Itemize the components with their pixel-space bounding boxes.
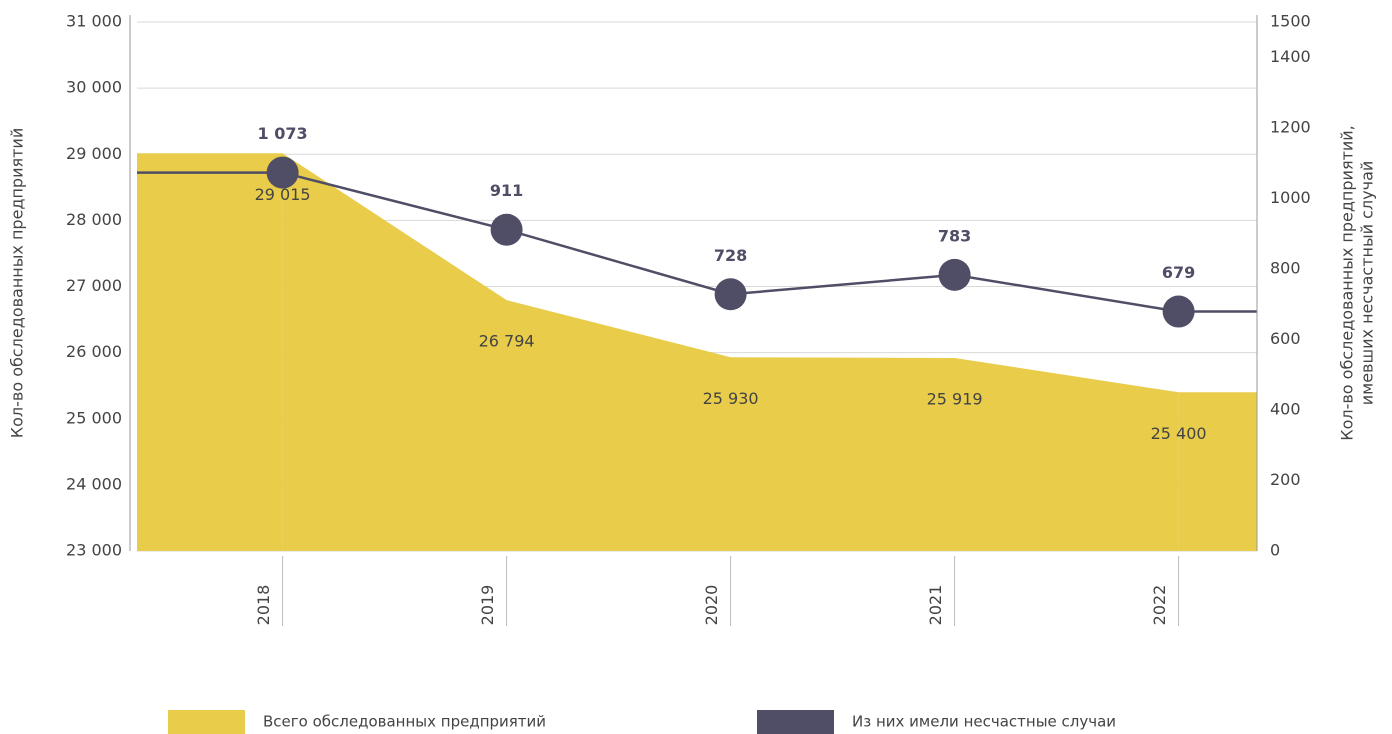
data-label: 25 400	[1151, 424, 1207, 443]
x-tick-label: 2018	[254, 585, 273, 626]
y-tick-label: 24 000	[66, 474, 122, 493]
y2-axis-title: имевших несчастный случай	[1358, 161, 1377, 406]
data-label: 26 794	[479, 332, 535, 351]
data-label: 25 919	[927, 389, 983, 408]
y2-tick-label: 1000	[1270, 188, 1311, 207]
x-tick-label: 2019	[478, 585, 497, 626]
y-tick-label: 25 000	[66, 408, 122, 427]
point	[266, 156, 299, 189]
data-label: 1 073	[258, 124, 308, 143]
x-tick-label: 2021	[926, 585, 945, 626]
legend-label: Из них имели несчастные случаи	[852, 713, 1116, 731]
point	[938, 258, 971, 291]
legend-swatch	[757, 710, 834, 734]
y-tick-label: 29 000	[66, 144, 122, 163]
y-tick-label: 28 000	[66, 210, 122, 229]
point	[714, 278, 747, 311]
y2-tick-label: 400	[1270, 399, 1301, 418]
y2-tick-label: 1500	[1270, 12, 1311, 31]
y-tick-label: 31 000	[66, 12, 122, 31]
data-label: 783	[938, 226, 971, 245]
area	[282, 153, 1179, 551]
data-label: 728	[714, 246, 747, 265]
y-tick-label: 26 000	[66, 342, 122, 361]
data-label: 25 930	[703, 389, 759, 408]
y-tick-label: 30 000	[66, 78, 122, 97]
point	[490, 213, 523, 246]
y2-axis-title: Кол-во обследованных предприятий,	[1338, 125, 1357, 441]
legend-swatch	[168, 710, 245, 734]
area-pad	[137, 153, 283, 551]
y-tick-label: 27 000	[66, 276, 122, 295]
data-label: 679	[1162, 263, 1195, 282]
point	[1162, 295, 1195, 328]
y2-tick-label: 200	[1270, 470, 1301, 489]
y2-tick-label: 1400	[1270, 47, 1311, 66]
area-pad	[1178, 392, 1257, 551]
y2-tick-label: 800	[1270, 258, 1301, 277]
data-label: 911	[490, 181, 523, 200]
y2-tick-label: 1200	[1270, 117, 1311, 136]
legend-label: Всего обследованных предприятий	[263, 713, 546, 731]
x-tick-label: 2022	[1150, 585, 1169, 626]
data-label: 29 015	[255, 185, 311, 204]
x-tick-label: 2020	[702, 585, 721, 626]
y-tick-label: 23 000	[66, 541, 122, 560]
y-axis-title: Кол-во обследованных предприятий	[8, 128, 27, 438]
y2-tick-label: 0	[1270, 541, 1280, 560]
y2-tick-label: 600	[1270, 329, 1301, 348]
